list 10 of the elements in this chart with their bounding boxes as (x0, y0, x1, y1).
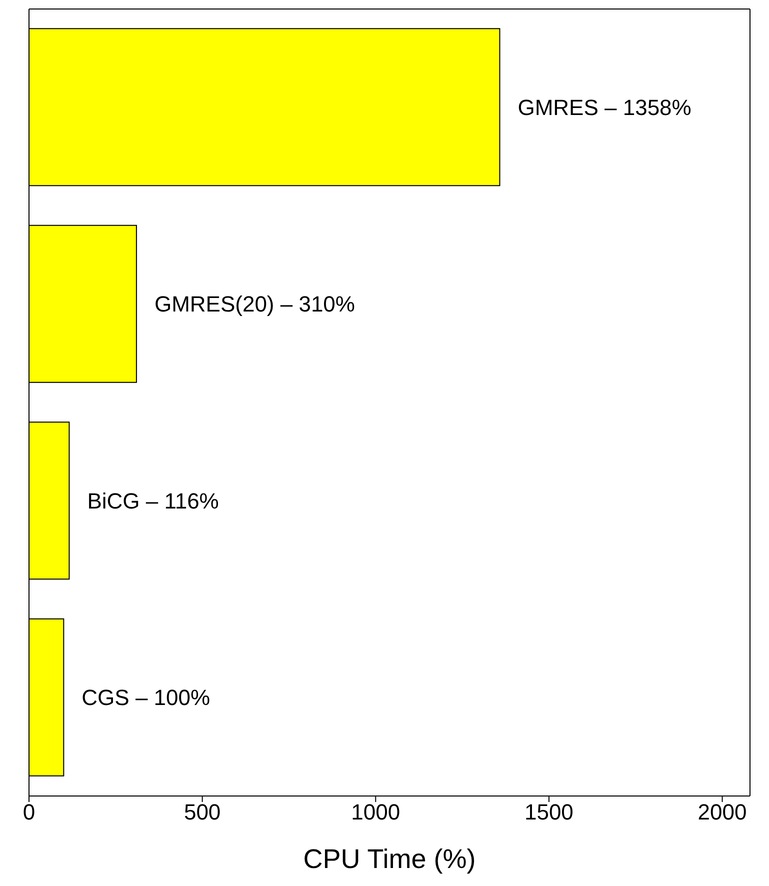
x-tick-label: 1000 (351, 800, 400, 825)
annotation: GMRES(20) – 310% (154, 292, 355, 317)
annotation: BiCG – 116% (87, 488, 219, 514)
x-axis-title: CPU Time (%) (303, 844, 476, 874)
annotation: GMRES – 1358% (518, 94, 692, 120)
annotation: CGS – 100% (82, 685, 210, 710)
x-tick-label: 0 (22, 800, 36, 825)
x-tick-label: 500 (184, 800, 221, 825)
x-tick-label: 1500 (524, 800, 574, 825)
x-tick-label: 2000 (698, 800, 747, 825)
